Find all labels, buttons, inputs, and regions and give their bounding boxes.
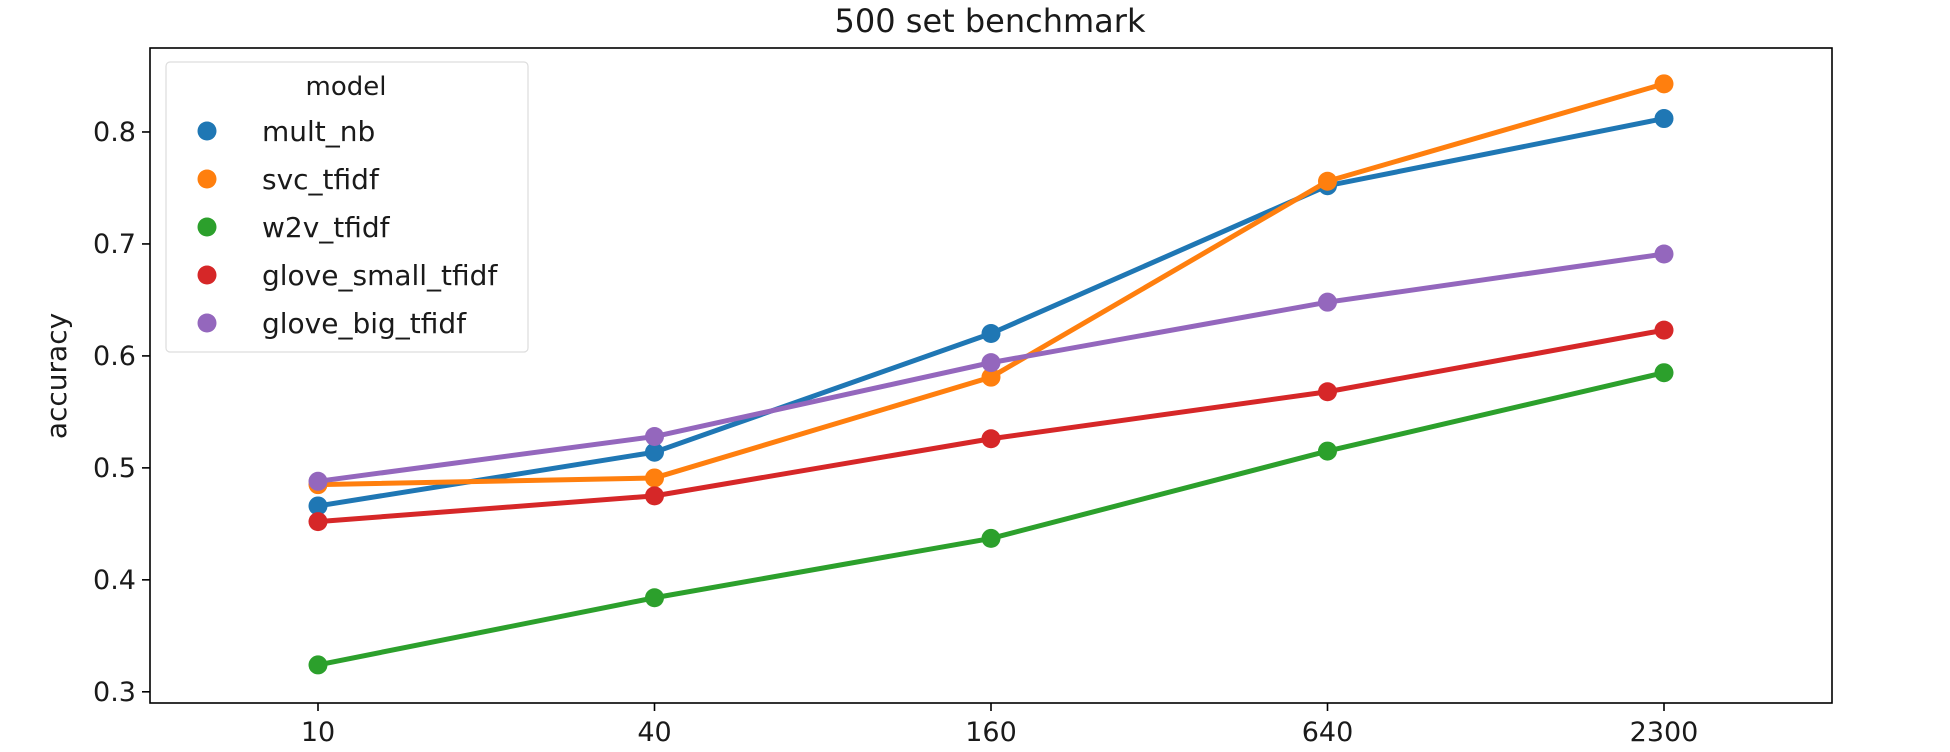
legend-label-glove_small_tfidf: glove_small_tfidf <box>262 259 498 292</box>
point-w2v_tfidf-160 <box>981 528 1001 548</box>
point-glove_big_tfidf-160 <box>981 353 1001 373</box>
y-tick-label-2: 0.5 <box>93 453 136 484</box>
point-glove_big_tfidf-2300 <box>1654 244 1674 264</box>
legend-item-svc_tfidf: svc_tfidf <box>197 163 380 196</box>
y-tick-label-4: 0.7 <box>93 229 136 260</box>
legend-frame <box>165 61 529 353</box>
point-mult_nb-10 <box>308 496 328 516</box>
point-mult_nb-2300 <box>1654 109 1674 129</box>
legend-marker-mult_nb <box>197 121 217 141</box>
chart-title: 500 set benchmark <box>835 2 1146 40</box>
legend-label-svc_tfidf: svc_tfidf <box>262 163 380 196</box>
point-glove_big_tfidf-640 <box>1318 292 1337 312</box>
series-glove_big_tfidf <box>308 244 1674 491</box>
x-tick-label-0: 10 <box>301 717 335 748</box>
point-glove_big_tfidf-10 <box>308 471 328 491</box>
legend-marker-glove_big_tfidf <box>197 313 217 333</box>
legend-title: model <box>306 72 387 102</box>
point-svc_tfidf-2300 <box>1654 74 1674 94</box>
y-tick-label-1: 0.4 <box>93 565 136 596</box>
point-svc_tfidf-40 <box>645 468 664 488</box>
legend-label-glove_big_tfidf: glove_big_tfidf <box>262 307 467 340</box>
series-mult_nb <box>308 109 1674 516</box>
legend-marker-svc_tfidf <box>197 169 217 189</box>
point-glove_small_tfidf-40 <box>645 486 664 506</box>
y-axis: 0.3 0.4 0.5 0.6 0.7 0.8 <box>93 117 150 708</box>
x-tick-label-2: 160 <box>965 717 1017 748</box>
x-tick-label-4: 2300 <box>1630 717 1699 748</box>
legend-item-glove_small_tfidf: glove_small_tfidf <box>197 259 498 292</box>
legend-label-w2v_tfidf: w2v_tfidf <box>262 211 391 244</box>
legend-marker-w2v_tfidf <box>197 217 217 237</box>
legend-items: mult_nb svc_tfidf w2v_tfidf glove_small_tfi… <box>197 115 498 340</box>
y-axis-label: accuracy <box>40 313 73 439</box>
legend-item-w2v_tfidf: w2v_tfidf <box>197 211 391 244</box>
legend-label-mult_nb: mult_nb <box>262 115 375 148</box>
point-w2v_tfidf-640 <box>1318 441 1337 461</box>
legend-item-glove_big_tfidf: glove_big_tfidf <box>197 307 467 340</box>
point-w2v_tfidf-2300 <box>1654 363 1674 383</box>
series-glove_small_tfidf <box>308 320 1674 532</box>
series-w2v_tfidf <box>308 363 1674 675</box>
point-mult_nb-40 <box>645 442 664 462</box>
y-tick-label-5: 0.8 <box>93 117 136 148</box>
x-tick-label-3: 640 <box>1302 717 1354 748</box>
point-w2v_tfidf-10 <box>308 655 328 675</box>
point-svc_tfidf-640 <box>1318 171 1337 191</box>
legend-item-mult_nb: mult_nb <box>197 115 375 148</box>
x-tick-label-1: 40 <box>637 717 671 748</box>
point-glove_small_tfidf-10 <box>308 512 328 532</box>
series-line-w2v_tfidf <box>315 370 1667 668</box>
point-glove_small_tfidf-160 <box>981 429 1001 449</box>
legend: model mult_nb svc_tfidf w2v_tfidf glove_sma… <box>165 61 529 353</box>
point-mult_nb-160 <box>981 324 1001 344</box>
point-w2v_tfidf-40 <box>645 588 664 608</box>
series-layer <box>308 74 1674 675</box>
y-tick-label-0: 0.3 <box>93 677 136 708</box>
point-glove_small_tfidf-2300 <box>1654 320 1674 340</box>
x-axis: 10 40 160 640 2300 <box>301 703 1699 748</box>
y-tick-label-3: 0.6 <box>93 341 136 372</box>
point-svc_tfidf-160 <box>981 367 1001 387</box>
point-glove_small_tfidf-640 <box>1318 382 1337 402</box>
legend-marker-glove_small_tfidf <box>197 265 217 285</box>
point-glove_big_tfidf-40 <box>645 427 664 447</box>
